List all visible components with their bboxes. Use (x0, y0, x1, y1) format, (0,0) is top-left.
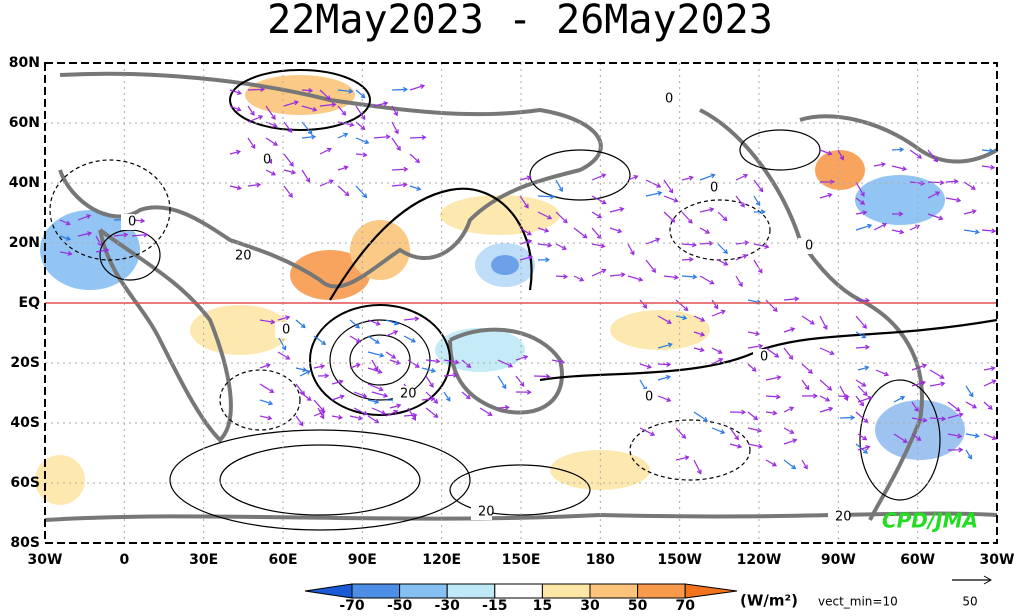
lat-label: 80N (9, 55, 40, 71)
lon-label: 90E (348, 552, 377, 568)
vector (392, 89, 407, 90)
contour-label: 20 (235, 249, 252, 264)
credit: CPD/JMA (882, 509, 978, 533)
lat-label: 20N (9, 235, 40, 251)
lon-label: 30W (980, 552, 1014, 568)
contour-label: 20 (400, 387, 417, 402)
contour-label: 20 (835, 510, 852, 525)
contour-label: 0 (665, 92, 673, 107)
colorbar-cell (447, 584, 495, 598)
reference-vector-label: 50 (962, 595, 977, 609)
colorbar-cell (400, 584, 448, 598)
lon-label: 120E (422, 552, 461, 568)
lon-label: 150E (502, 552, 541, 568)
contour-label: 0 (710, 181, 718, 196)
shade (35, 455, 85, 505)
contour-label: 0 (645, 390, 653, 405)
contour-label: 0 (805, 239, 813, 254)
shade (475, 243, 535, 287)
colorbar: -70 -50 -30 -15 15 30 50 70 (305, 584, 737, 612)
colorbar-label: -50 (387, 598, 413, 612)
colorbar-cell (542, 584, 590, 598)
vector (538, 196, 554, 197)
lon-label: 60E (268, 552, 297, 568)
contour-label: 0 (760, 350, 768, 365)
contour-label: 0 (282, 323, 290, 338)
lon-label: 180 (586, 552, 615, 568)
contour-label: 0 (128, 215, 136, 230)
title: 22May2023 - 26May2023 (267, 0, 773, 43)
colorbar-unit: (W/m²) (740, 592, 798, 610)
lon-label: 90W (821, 552, 856, 568)
map-panel: CPD/JMA (35, 63, 997, 543)
colorbar-cell (495, 584, 543, 598)
lon-label: 150W (657, 552, 702, 568)
vector (248, 89, 264, 90)
lat-label: 60N (9, 115, 40, 131)
colorbar-label: -30 (435, 598, 461, 612)
lon-label: 30W (28, 552, 63, 568)
contour-label: 0 (263, 153, 271, 168)
colorbar-cell (638, 584, 686, 598)
lon-label: 30E (189, 552, 218, 568)
colorbar-label: 30 (580, 598, 600, 612)
lat-label: 40N (9, 175, 40, 191)
colorbar-label: 15 (533, 598, 552, 612)
lon-label: 120W (737, 552, 782, 568)
lon-label: 60W (900, 552, 935, 568)
colorbar-label: -15 (482, 598, 507, 612)
vect-min: vect_min=10 (818, 595, 898, 609)
lat-label: 80S (10, 535, 40, 551)
contour-label: 20 (478, 505, 495, 520)
colorbar-label: 50 (628, 598, 648, 612)
colorbar-cell (590, 584, 638, 598)
colorbar-cell (352, 584, 400, 598)
lat-label: 40S (10, 415, 40, 431)
colorbar-arrow (685, 584, 737, 598)
colorbar-label: 70 (675, 598, 695, 612)
lat-label: 60S (10, 475, 40, 491)
colorbar-arrow (305, 584, 352, 598)
vector (928, 182, 944, 183)
lon-label: 0 (119, 552, 129, 568)
lat-label: EQ (19, 295, 41, 311)
lat-label: 20S (10, 355, 40, 371)
vector (856, 300, 869, 301)
colorbar-label: -70 (339, 598, 365, 612)
vector (410, 137, 425, 138)
